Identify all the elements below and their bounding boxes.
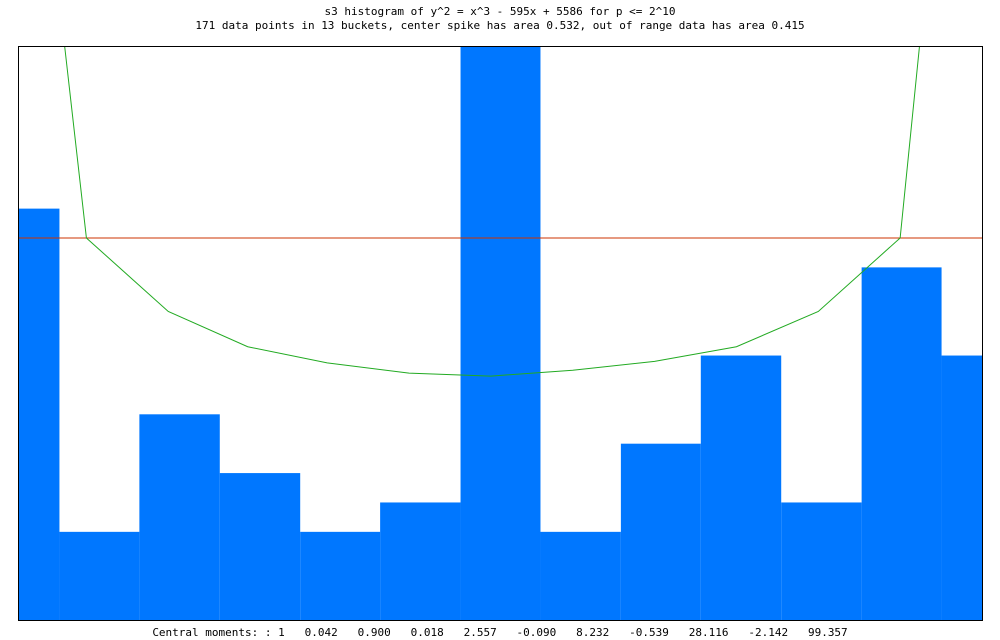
- histogram-bar-1: [59, 531, 140, 620]
- histogram-bar-11: [861, 267, 942, 620]
- lines-layer: [19, 46, 982, 377]
- histogram-bar-10: [781, 502, 862, 620]
- plot-frame: [18, 46, 983, 621]
- chart-subtitle: 171 data points in 13 buckets, center sp…: [195, 19, 805, 32]
- chart-title: s3 histogram of y^2 = x^3 - 595x + 5586 …: [324, 5, 676, 18]
- histogram-bar-9: [700, 355, 782, 620]
- histogram-bar-4: [300, 531, 381, 620]
- histogram-bar-6: [460, 47, 541, 620]
- histogram-bar-7: [540, 531, 621, 620]
- histogram-bar-8: [620, 443, 701, 620]
- histogram-bar-2: [139, 414, 220, 620]
- histogram-bar-3: [219, 473, 301, 620]
- bars-layer: [19, 47, 982, 620]
- histogram-bar-0: [19, 208, 60, 620]
- histogram-bar-12: [941, 355, 982, 620]
- density-curve: [64, 46, 920, 377]
- central-moments-label: Central moments: : 1 0.042 0.900 0.018 2…: [152, 626, 848, 639]
- histogram-bar-5: [380, 502, 461, 620]
